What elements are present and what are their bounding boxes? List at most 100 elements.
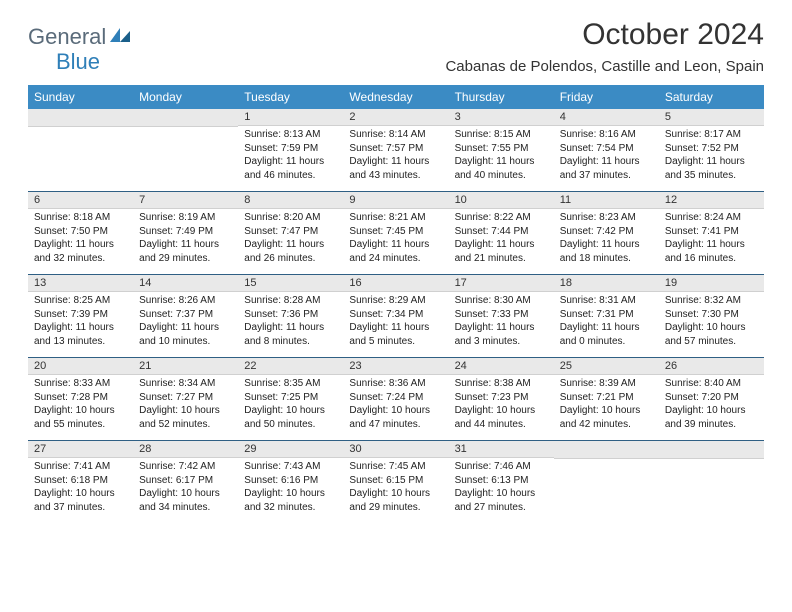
day-number: 8 xyxy=(238,192,343,209)
day-cell: 23Sunrise: 8:36 AMSunset: 7:24 PMDayligh… xyxy=(343,358,448,435)
sunset-line: Sunset: 7:50 PM xyxy=(34,225,127,239)
day-cell: 13Sunrise: 8:25 AMSunset: 7:39 PMDayligh… xyxy=(28,275,133,352)
day-number: 19 xyxy=(659,275,764,292)
day-body: Sunrise: 8:14 AMSunset: 7:57 PMDaylight:… xyxy=(343,126,448,186)
daylight-line: Daylight: 11 hours and 16 minutes. xyxy=(665,238,758,265)
day-body: Sunrise: 7:42 AMSunset: 6:17 PMDaylight:… xyxy=(133,458,238,518)
daylight-line: Daylight: 10 hours and 42 minutes. xyxy=(560,404,653,431)
sunrise-line: Sunrise: 8:23 AM xyxy=(560,211,653,225)
sunrise-line: Sunrise: 8:34 AM xyxy=(139,377,232,391)
day-number: 1 xyxy=(238,109,343,126)
sunrise-line: Sunrise: 8:17 AM xyxy=(665,128,758,142)
daylight-line: Daylight: 11 hours and 10 minutes. xyxy=(139,321,232,348)
day-body: Sunrise: 8:39 AMSunset: 7:21 PMDaylight:… xyxy=(554,375,659,435)
day-number: 26 xyxy=(659,358,764,375)
day-number: 31 xyxy=(449,441,554,458)
empty-day-bar xyxy=(28,109,133,127)
sunrise-line: Sunrise: 8:28 AM xyxy=(244,294,337,308)
day-number: 17 xyxy=(449,275,554,292)
day-body: Sunrise: 7:43 AMSunset: 6:16 PMDaylight:… xyxy=(238,458,343,518)
day-number: 5 xyxy=(659,109,764,126)
day-number: 27 xyxy=(28,441,133,458)
sunrise-line: Sunrise: 8:29 AM xyxy=(349,294,442,308)
daylight-line: Daylight: 11 hours and 26 minutes. xyxy=(244,238,337,265)
day-number: 13 xyxy=(28,275,133,292)
month-title: October 2024 xyxy=(445,18,764,52)
daylight-line: Daylight: 11 hours and 21 minutes. xyxy=(455,238,548,265)
sunrise-line: Sunrise: 8:33 AM xyxy=(34,377,127,391)
day-cell: 16Sunrise: 8:29 AMSunset: 7:34 PMDayligh… xyxy=(343,275,448,352)
day-body: Sunrise: 8:20 AMSunset: 7:47 PMDaylight:… xyxy=(238,209,343,269)
daylight-line: Daylight: 11 hours and 37 minutes. xyxy=(560,155,653,182)
day-cell: 5Sunrise: 8:17 AMSunset: 7:52 PMDaylight… xyxy=(659,109,764,186)
day-cell: 2Sunrise: 8:14 AMSunset: 7:57 PMDaylight… xyxy=(343,109,448,186)
sunrise-line: Sunrise: 7:42 AM xyxy=(139,460,232,474)
daylight-line: Daylight: 11 hours and 40 minutes. xyxy=(455,155,548,182)
day-body: Sunrise: 8:32 AMSunset: 7:30 PMDaylight:… xyxy=(659,292,764,352)
sunset-line: Sunset: 7:21 PM xyxy=(560,391,653,405)
day-body: Sunrise: 8:30 AMSunset: 7:33 PMDaylight:… xyxy=(449,292,554,352)
sunrise-line: Sunrise: 8:14 AM xyxy=(349,128,442,142)
sunset-line: Sunset: 7:23 PM xyxy=(455,391,548,405)
sunset-line: Sunset: 6:15 PM xyxy=(349,474,442,488)
day-cell: 24Sunrise: 8:38 AMSunset: 7:23 PMDayligh… xyxy=(449,358,554,435)
sunset-line: Sunset: 7:49 PM xyxy=(139,225,232,239)
sunset-line: Sunset: 6:13 PM xyxy=(455,474,548,488)
week-row: 13Sunrise: 8:25 AMSunset: 7:39 PMDayligh… xyxy=(28,275,764,352)
daylight-line: Daylight: 10 hours and 55 minutes. xyxy=(34,404,127,431)
day-body: Sunrise: 8:16 AMSunset: 7:54 PMDaylight:… xyxy=(554,126,659,186)
sunset-line: Sunset: 7:42 PM xyxy=(560,225,653,239)
day-number: 2 xyxy=(343,109,448,126)
sunset-line: Sunset: 7:54 PM xyxy=(560,142,653,156)
sunrise-line: Sunrise: 8:19 AM xyxy=(139,211,232,225)
sunset-line: Sunset: 7:41 PM xyxy=(665,225,758,239)
sunset-line: Sunset: 7:27 PM xyxy=(139,391,232,405)
sunrise-line: Sunrise: 7:41 AM xyxy=(34,460,127,474)
weekday-header-cell: Saturday xyxy=(659,85,764,109)
day-cell: 26Sunrise: 8:40 AMSunset: 7:20 PMDayligh… xyxy=(659,358,764,435)
daylight-line: Daylight: 11 hours and 43 minutes. xyxy=(349,155,442,182)
day-cell: 10Sunrise: 8:22 AMSunset: 7:44 PMDayligh… xyxy=(449,192,554,269)
sunset-line: Sunset: 7:30 PM xyxy=(665,308,758,322)
daylight-line: Daylight: 11 hours and 5 minutes. xyxy=(349,321,442,348)
daylight-line: Daylight: 10 hours and 27 minutes. xyxy=(455,487,548,514)
daylight-line: Daylight: 10 hours and 39 minutes. xyxy=(665,404,758,431)
sunrise-line: Sunrise: 8:35 AM xyxy=(244,377,337,391)
day-body: Sunrise: 8:33 AMSunset: 7:28 PMDaylight:… xyxy=(28,375,133,435)
sunset-line: Sunset: 7:20 PM xyxy=(665,391,758,405)
sunset-line: Sunset: 7:55 PM xyxy=(455,142,548,156)
week-row: 1Sunrise: 8:13 AMSunset: 7:59 PMDaylight… xyxy=(28,109,764,186)
day-body: Sunrise: 7:46 AMSunset: 6:13 PMDaylight:… xyxy=(449,458,554,518)
day-cell: 30Sunrise: 7:45 AMSunset: 6:15 PMDayligh… xyxy=(343,441,448,518)
day-cell: 14Sunrise: 8:26 AMSunset: 7:37 PMDayligh… xyxy=(133,275,238,352)
day-body: Sunrise: 8:18 AMSunset: 7:50 PMDaylight:… xyxy=(28,209,133,269)
logo-text-blue: Blue xyxy=(56,49,100,74)
daylight-line: Daylight: 11 hours and 24 minutes. xyxy=(349,238,442,265)
sunset-line: Sunset: 7:25 PM xyxy=(244,391,337,405)
daylight-line: Daylight: 11 hours and 8 minutes. xyxy=(244,321,337,348)
day-body: Sunrise: 8:22 AMSunset: 7:44 PMDaylight:… xyxy=(449,209,554,269)
daylight-line: Daylight: 11 hours and 35 minutes. xyxy=(665,155,758,182)
day-cell: 11Sunrise: 8:23 AMSunset: 7:42 PMDayligh… xyxy=(554,192,659,269)
week-row: 6Sunrise: 8:18 AMSunset: 7:50 PMDaylight… xyxy=(28,192,764,269)
day-number: 23 xyxy=(343,358,448,375)
weekday-header-row: SundayMondayTuesdayWednesdayThursdayFrid… xyxy=(28,85,764,109)
sunrise-line: Sunrise: 8:13 AM xyxy=(244,128,337,142)
weekday-header-cell: Friday xyxy=(554,85,659,109)
day-cell: 17Sunrise: 8:30 AMSunset: 7:33 PMDayligh… xyxy=(449,275,554,352)
sunset-line: Sunset: 7:57 PM xyxy=(349,142,442,156)
sunset-line: Sunset: 7:44 PM xyxy=(455,225,548,239)
daylight-line: Daylight: 10 hours and 50 minutes. xyxy=(244,404,337,431)
day-cell: 9Sunrise: 8:21 AMSunset: 7:45 PMDaylight… xyxy=(343,192,448,269)
week-row: 27Sunrise: 7:41 AMSunset: 6:18 PMDayligh… xyxy=(28,441,764,518)
day-number: 7 xyxy=(133,192,238,209)
day-body: Sunrise: 8:24 AMSunset: 7:41 PMDaylight:… xyxy=(659,209,764,269)
day-number: 10 xyxy=(449,192,554,209)
day-body: Sunrise: 8:35 AMSunset: 7:25 PMDaylight:… xyxy=(238,375,343,435)
sunrise-line: Sunrise: 8:32 AM xyxy=(665,294,758,308)
logo-text-general: General xyxy=(28,24,106,50)
day-number: 4 xyxy=(554,109,659,126)
day-number: 29 xyxy=(238,441,343,458)
day-number: 6 xyxy=(28,192,133,209)
day-cell: 21Sunrise: 8:34 AMSunset: 7:27 PMDayligh… xyxy=(133,358,238,435)
